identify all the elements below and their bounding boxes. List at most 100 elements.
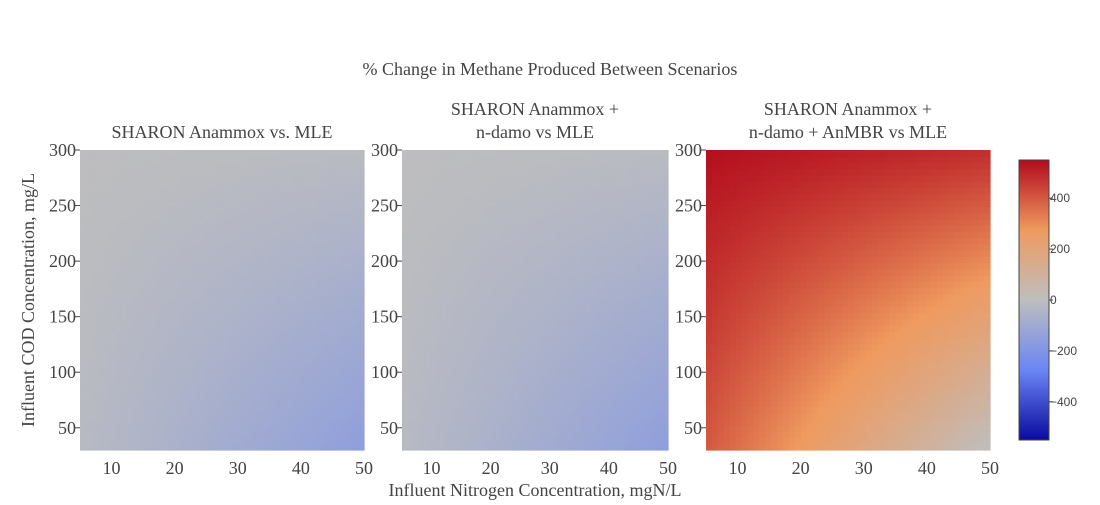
- heatmap-cell: [258, 400, 265, 407]
- heatmap-cell: [246, 431, 253, 438]
- heatmap-cell: [441, 319, 447, 326]
- heatmap-cell: [98, 163, 105, 170]
- heatmap-cell: [662, 281, 668, 288]
- heatmap-cell: [607, 294, 613, 301]
- heatmap-cell: [635, 319, 641, 326]
- heatmap-cell: [491, 425, 497, 432]
- heatmap-cell: [657, 306, 663, 313]
- heatmap-cell: [352, 319, 359, 326]
- heatmap-cell: [579, 313, 585, 320]
- heatmap-cell: [848, 419, 855, 426]
- heatmap-cell: [104, 219, 111, 226]
- heatmap-cell: [430, 388, 436, 395]
- heatmap-cell: [618, 381, 624, 388]
- heatmap-cell: [446, 175, 452, 182]
- heatmap-cell: [818, 425, 825, 432]
- heatmap-cell: [98, 375, 105, 382]
- heatmap-cell: [329, 413, 336, 420]
- heatmap-cell: [424, 363, 430, 370]
- heatmap-cell: [287, 406, 294, 413]
- heatmap-cell: [662, 325, 668, 332]
- heatmap-cell: [334, 213, 341, 220]
- heatmap-cell: [192, 250, 199, 257]
- x-tick-label: 30: [229, 458, 247, 478]
- heatmap-cell: [157, 181, 164, 188]
- heatmap-cell: [524, 338, 530, 345]
- heatmap-cell: [579, 306, 585, 313]
- heatmap-cell: [192, 313, 199, 320]
- heatmap-cell: [557, 225, 563, 232]
- heatmap-cell: [299, 244, 306, 251]
- heatmap-cell: [657, 188, 663, 195]
- heatmap-cell: [613, 269, 619, 276]
- heatmap-cell: [524, 331, 530, 338]
- heatmap-cell: [275, 200, 282, 207]
- heatmap-cell: [299, 406, 306, 413]
- heatmap-cell: [568, 225, 574, 232]
- heatmap-cell: [92, 369, 99, 376]
- heatmap-cell: [281, 294, 288, 301]
- heatmap-cell: [441, 388, 447, 395]
- heatmap-cell: [596, 156, 602, 163]
- heatmap-cell: [574, 388, 580, 395]
- heatmap-cell: [187, 381, 194, 388]
- heatmap-cell: [463, 313, 469, 320]
- heatmap-cell: [474, 231, 480, 238]
- heatmap-cell: [646, 275, 652, 282]
- heatmap-cell: [557, 419, 563, 426]
- heatmap-cell: [474, 313, 480, 320]
- heatmap-cell: [317, 381, 324, 388]
- heatmap-cell: [513, 356, 519, 363]
- heatmap-cell: [446, 181, 452, 188]
- heatmap-cell: [662, 188, 668, 195]
- heatmap-cell: [145, 413, 152, 420]
- heatmap-cell: [311, 419, 318, 426]
- heatmap-cell: [607, 219, 613, 226]
- heatmap-cell: [884, 425, 891, 432]
- heatmap-cell: [496, 250, 502, 257]
- heatmap-cell: [518, 275, 524, 282]
- heatmap-cell: [485, 344, 491, 351]
- heatmap-cell: [311, 181, 318, 188]
- heatmap-cell: [430, 169, 436, 176]
- heatmap-cell: [346, 306, 353, 313]
- heatmap-cell: [402, 244, 408, 251]
- heatmap-cell: [86, 275, 93, 282]
- heatmap-cell: [507, 300, 513, 307]
- heatmap-cell: [121, 169, 128, 176]
- heatmap-cell: [287, 444, 294, 451]
- heatmap-cell: [157, 288, 164, 295]
- heatmap-cell: [121, 200, 128, 207]
- heatmap-cell: [618, 306, 624, 313]
- heatmap-cell: [747, 413, 754, 420]
- heatmap-cell: [187, 369, 194, 376]
- heatmap-cell: [281, 281, 288, 288]
- heatmap-cell: [718, 406, 725, 413]
- heatmap-cell: [358, 238, 365, 245]
- heatmap-cell: [110, 288, 117, 295]
- heatmap-cell: [602, 306, 608, 313]
- heatmap-cell: [635, 219, 641, 226]
- heatmap-cell: [529, 338, 535, 345]
- heatmap-cell: [210, 188, 217, 195]
- heatmap-cell: [590, 281, 596, 288]
- heatmap-cell: [240, 181, 247, 188]
- heatmap-cell: [222, 150, 229, 157]
- heatmap-cell: [358, 356, 365, 363]
- heatmap-cell: [513, 369, 519, 376]
- heatmap-cell: [216, 369, 223, 376]
- heatmap-cell: [463, 375, 469, 382]
- heatmap-cell: [413, 444, 419, 451]
- heatmap-cell: [311, 325, 318, 332]
- heatmap-cell: [151, 244, 158, 251]
- heatmap-cell: [110, 250, 117, 257]
- heatmap-cell: [222, 163, 229, 170]
- heatmap-cell: [507, 169, 513, 176]
- heatmap-cell: [568, 369, 574, 376]
- heatmap-cell: [133, 400, 140, 407]
- heatmap-cell: [80, 275, 87, 282]
- heatmap-cell: [86, 338, 93, 345]
- heatmap-cell: [474, 413, 480, 420]
- heatmap-cell: [228, 356, 235, 363]
